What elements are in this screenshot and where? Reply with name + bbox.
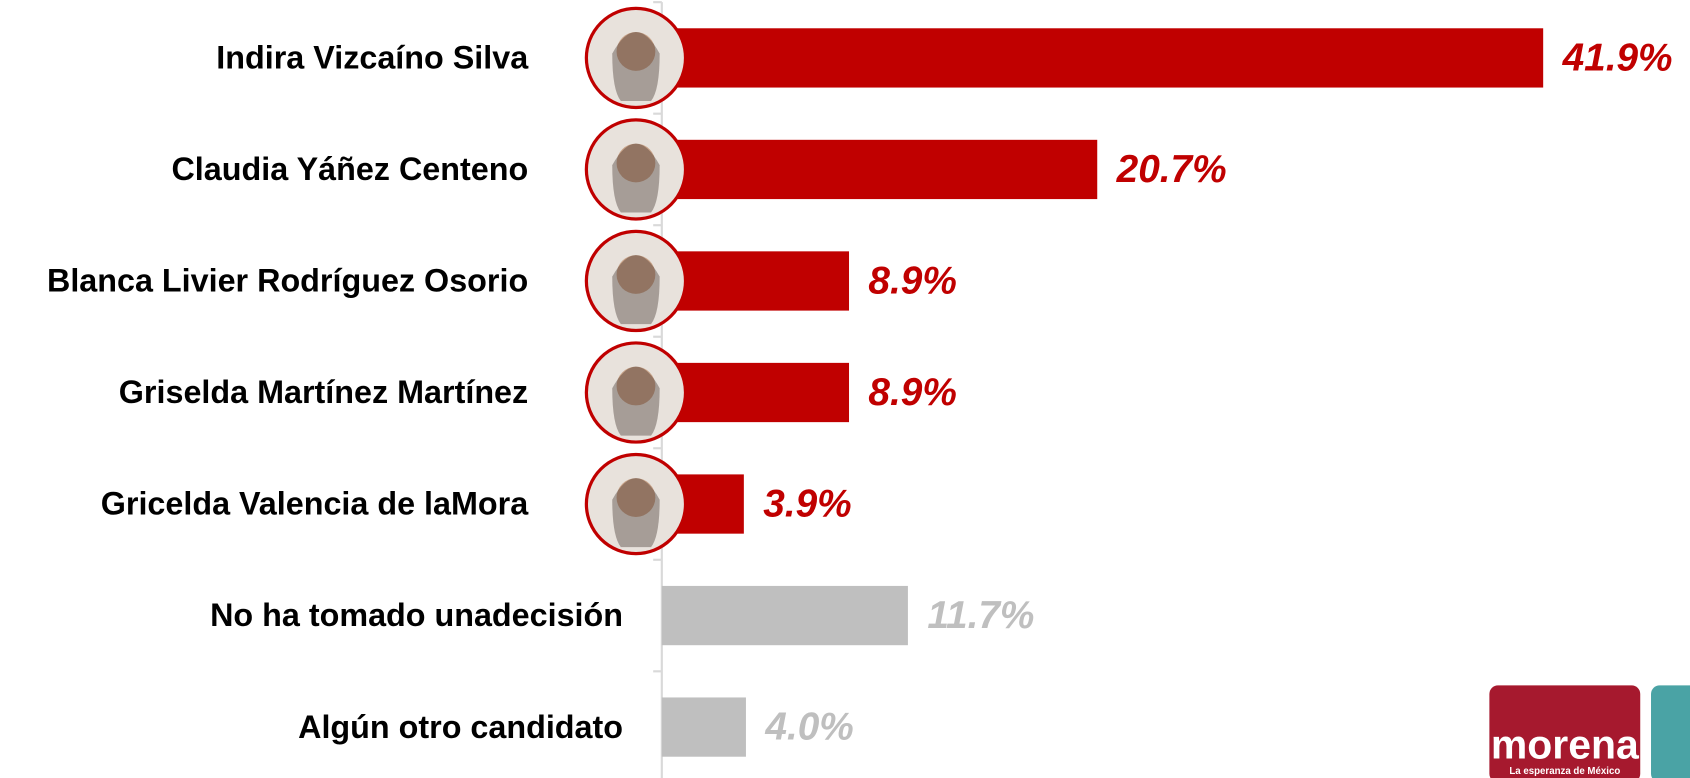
bar: [662, 586, 908, 645]
bar: [662, 697, 746, 756]
logo-name: morena: [1491, 722, 1640, 768]
logo-box-secondary: [1651, 685, 1690, 778]
category-label: Griselda Martínez Martínez: [119, 374, 528, 410]
value-label: 3.9%: [763, 482, 851, 525]
logo: morena La esperanza de México: [1489, 685, 1690, 778]
bar: [662, 251, 849, 310]
category-label: Gricelda Valencia de laMora: [101, 486, 529, 522]
category-label: Algún otro candidato: [298, 709, 623, 745]
category-label: Indira Vizcaíno Silva: [216, 40, 529, 76]
chart: morena La esperanza de México 41.9% Indir…: [0, 0, 1690, 778]
logo-tagline: La esperanza de México: [1509, 766, 1620, 777]
value-label: 8.9%: [868, 371, 956, 414]
bar: [662, 363, 849, 422]
value-label: 4.0%: [764, 705, 853, 748]
bar: [662, 28, 1543, 87]
category-label: No ha tomado unadecisión: [210, 597, 623, 633]
value-label: 11.7%: [927, 594, 1034, 637]
category-label: Claudia Yáñez Centeno: [171, 151, 528, 187]
value-label: 8.9%: [868, 259, 956, 302]
category-label: Blanca Livier Rodríguez Osorio: [47, 263, 528, 299]
value-label: 20.7%: [1116, 148, 1227, 191]
value-label: 41.9%: [1562, 36, 1673, 79]
bar: [662, 140, 1097, 199]
page: {"chart_data": {"type": "bar", "orientat…: [0, 0, 1690, 778]
